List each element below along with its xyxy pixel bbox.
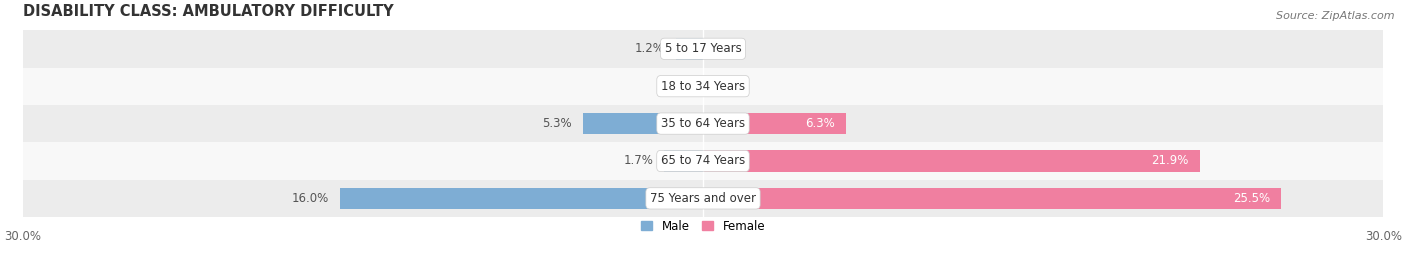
Text: 6.3%: 6.3% bbox=[804, 117, 835, 130]
Text: 0.0%: 0.0% bbox=[714, 42, 744, 55]
Text: 1.7%: 1.7% bbox=[623, 154, 654, 168]
Text: 5.3%: 5.3% bbox=[541, 117, 571, 130]
Text: 16.0%: 16.0% bbox=[291, 192, 329, 205]
Text: 75 Years and over: 75 Years and over bbox=[650, 192, 756, 205]
Bar bbox=[703, 113, 846, 134]
Text: 1.2%: 1.2% bbox=[634, 42, 665, 55]
Text: 35 to 64 Years: 35 to 64 Years bbox=[661, 117, 745, 130]
Text: DISABILITY CLASS: AMBULATORY DIFFICULTY: DISABILITY CLASS: AMBULATORY DIFFICULTY bbox=[22, 4, 394, 19]
Text: 18 to 34 Years: 18 to 34 Years bbox=[661, 80, 745, 93]
Text: 65 to 74 Years: 65 to 74 Years bbox=[661, 154, 745, 168]
Text: 25.5%: 25.5% bbox=[1233, 192, 1270, 205]
Bar bbox=[703, 187, 1281, 209]
Text: 0.0%: 0.0% bbox=[714, 80, 744, 93]
Bar bbox=[703, 150, 1199, 172]
Bar bbox=[22, 180, 1384, 217]
Bar bbox=[22, 68, 1384, 105]
Legend: Male, Female: Male, Female bbox=[641, 220, 765, 233]
Bar bbox=[583, 113, 703, 134]
Text: 21.9%: 21.9% bbox=[1152, 154, 1188, 168]
Bar bbox=[22, 142, 1384, 180]
Text: 5 to 17 Years: 5 to 17 Years bbox=[665, 42, 741, 55]
Bar bbox=[22, 30, 1384, 68]
Bar bbox=[22, 105, 1384, 142]
Text: Source: ZipAtlas.com: Source: ZipAtlas.com bbox=[1277, 11, 1395, 21]
Bar bbox=[676, 38, 703, 60]
Bar bbox=[665, 150, 703, 172]
Text: 0.0%: 0.0% bbox=[662, 80, 692, 93]
Bar bbox=[340, 187, 703, 209]
